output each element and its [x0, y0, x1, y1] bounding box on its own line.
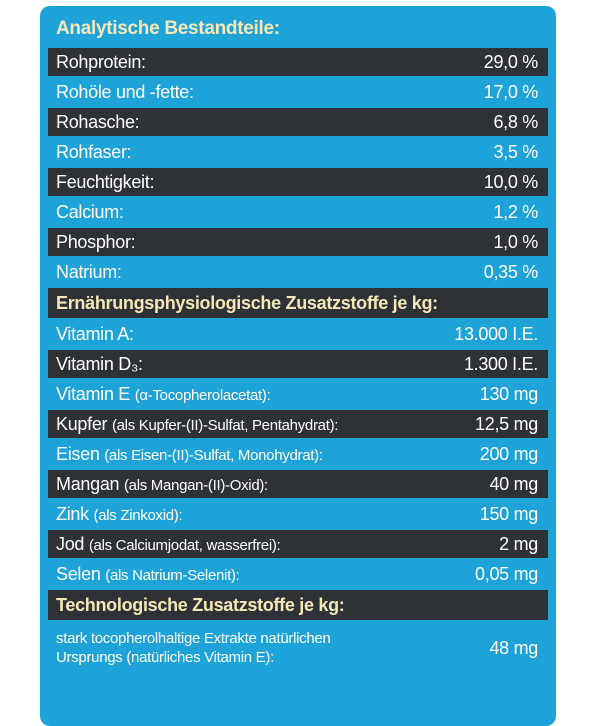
nutrient-value: 2 mg: [499, 533, 538, 554]
nutrient-label: Selen (als Natrium-Selenit):: [56, 564, 240, 585]
nutrient-label: Feuchtigkeit:: [56, 172, 154, 193]
label-detail: (als Calciumjodat, wasserfrei):: [88, 536, 281, 554]
nutrition-panel: Analytische Bestandteile: Rohprotein: 29,0…: [40, 6, 556, 726]
label-name: Mangan: [56, 473, 120, 494]
page: Analytische Bestandteile: Rohprotein: 29,0…: [40, 6, 556, 726]
nutrient-value: 1,0 %: [493, 231, 538, 252]
nutrient-value: 3,5 %: [493, 141, 538, 162]
nutrient-value: 0,05 mg: [475, 563, 538, 584]
nutrient-row: stark tocopherolhaltige Extrakte natürli…: [48, 622, 548, 674]
nutrient-row: Vitamin A: 13.000 I.E.: [48, 320, 548, 348]
label-name: Zink: [56, 503, 89, 524]
nutrient-row: Natrium: 0,35 %: [48, 258, 548, 286]
label-line: Ursprungs (natürliches Vitamin E):: [56, 649, 274, 666]
label-name: Rohasche:: [56, 111, 140, 132]
nutrient-value: 48 mg: [489, 637, 538, 658]
nutrient-label: Vitamin E (α-Tocopherolacetat):: [56, 384, 271, 405]
label-name: Jod: [56, 533, 85, 554]
nutrient-value: 13.000 I.E.: [454, 323, 538, 344]
label-detail: (als Zinkoxid):: [93, 506, 183, 524]
nutrient-label: Vitamin A:: [56, 324, 134, 345]
label-name: Kupfer: [56, 413, 108, 434]
nutrient-row: Jod (als Calciumjodat, wasserfrei): 2 mg: [48, 530, 548, 558]
nutrient-label: Phosphor:: [56, 231, 136, 253]
section-header: Analytische Bestandteile:: [48, 12, 548, 46]
section-header: Ernährungsphysiologische Zusatzstoffe je…: [48, 288, 548, 318]
nutrient-row: Eisen (als Eisen-(II)-Sulfat, Monohydrat…: [48, 440, 548, 468]
nutrient-value: 130 mg: [479, 383, 539, 404]
label-name: Vitamin E: [56, 383, 131, 404]
label-name: Vitamin D₃:: [56, 353, 143, 374]
section-title: Ernährungsphysiologische Zusatzstoffe je…: [56, 292, 438, 313]
section-title: Technologische Zusatzstoffe je kg:: [56, 594, 345, 615]
nutrient-label: Rohprotein:: [56, 52, 146, 73]
label-detail: (als Kupfer-(II)-Sulfat, Pentahydrat):: [111, 416, 339, 434]
nutrient-row: Selen (als Natrium-Selenit): 0,05 mg: [48, 560, 548, 588]
nutrient-value: 150 mg: [479, 503, 539, 524]
nutrient-value: 0,35 %: [483, 261, 539, 282]
label-name: Eisen: [56, 443, 100, 464]
nutrient-label: Mangan (als Mangan-(II)-Oxid):: [56, 474, 268, 495]
label-detail: (als Eisen-(II)-Sulfat, Monohydrat):: [104, 446, 323, 464]
nutrient-row: Kupfer (als Kupfer-(II)-Sulfat, Pentahyd…: [48, 410, 548, 438]
nutrient-row: Vitamin D₃: 1.300 I.E.: [48, 350, 548, 378]
nutrient-label: Natrium:: [56, 262, 122, 283]
label-name: Natrium:: [56, 261, 122, 282]
nutrient-row: Mangan (als Mangan-(II)-Oxid): 40 mg: [48, 470, 548, 498]
nutrient-value: 6,8 %: [493, 111, 538, 132]
nutrient-value: 1,2 %: [493, 201, 538, 222]
nutrient-value: 17,0 %: [483, 81, 539, 102]
nutrient-row: Zink (als Zinkoxid): 150 mg: [48, 500, 548, 528]
label-name: Selen: [56, 563, 101, 584]
label-name: Rohprotein:: [56, 51, 146, 72]
nutrient-row: Rohasche: 6,8 %: [48, 108, 548, 136]
nutrient-row: Phosphor: 1,0 %: [48, 228, 548, 256]
label-name: Rohfaser:: [56, 141, 132, 162]
nutrient-row: Rohprotein: 29,0 %: [48, 48, 548, 76]
nutrient-value: 12,5 mg: [475, 413, 538, 434]
nutrient-label: Rohasche:: [56, 111, 140, 133]
label-name: Calcium:: [56, 201, 124, 222]
label-detail: (als Mangan-(II)-Oxid):: [123, 476, 268, 494]
nutrient-row: Rohfaser: 3,5 %: [48, 138, 548, 166]
label-detail: (α-Tocopherolacetat):: [134, 386, 271, 404]
nutrient-label: Zink (als Zinkoxid):: [56, 503, 183, 525]
nutrient-value: 1.300 I.E.: [463, 353, 538, 374]
section-title: Analytische Bestandteile:: [56, 18, 280, 39]
nutrient-label: stark tocopherolhaltige Extrakte natürli…: [56, 629, 331, 667]
label-name: Phosphor:: [56, 231, 136, 252]
label-name: Feuchtigkeit:: [56, 171, 155, 192]
nutrient-label: Calcium:: [56, 202, 124, 223]
nutrient-label: Jod (als Calciumjodat, wasserfrei):: [56, 533, 281, 555]
nutrient-value: 40 mg: [489, 473, 538, 494]
nutrient-label: Eisen (als Eisen-(II)-Sulfat, Monohydrat…: [56, 444, 323, 465]
label-name: Rohöle und -fette:: [56, 81, 194, 102]
nutrient-row: Feuchtigkeit: 10,0 %: [48, 168, 548, 196]
nutrient-label: Kupfer (als Kupfer-(II)-Sulfat, Pentahyd…: [56, 414, 338, 435]
nutrient-row: Vitamin E (α-Tocopherolacetat): 130 mg: [48, 380, 548, 408]
label-detail: (als Natrium-Selenit):: [105, 566, 240, 584]
label-line: stark tocopherolhaltige Extrakte natürli…: [56, 630, 331, 647]
nutrient-row: Calcium: 1,2 %: [48, 198, 548, 226]
nutrient-value: 29,0 %: [483, 51, 539, 72]
nutrient-value: 200 mg: [479, 443, 539, 464]
nutrient-label: Rohfaser:: [56, 141, 132, 163]
nutrient-value: 10,0 %: [483, 171, 539, 192]
nutrient-row: Rohöle und -fette: 17,0 %: [48, 78, 548, 106]
nutrient-label: Rohöle und -fette:: [56, 82, 194, 103]
section-header: Technologische Zusatzstoffe je kg:: [48, 590, 548, 620]
label-name: Vitamin A:: [56, 323, 134, 344]
nutrient-label: Vitamin D₃:: [56, 354, 143, 375]
